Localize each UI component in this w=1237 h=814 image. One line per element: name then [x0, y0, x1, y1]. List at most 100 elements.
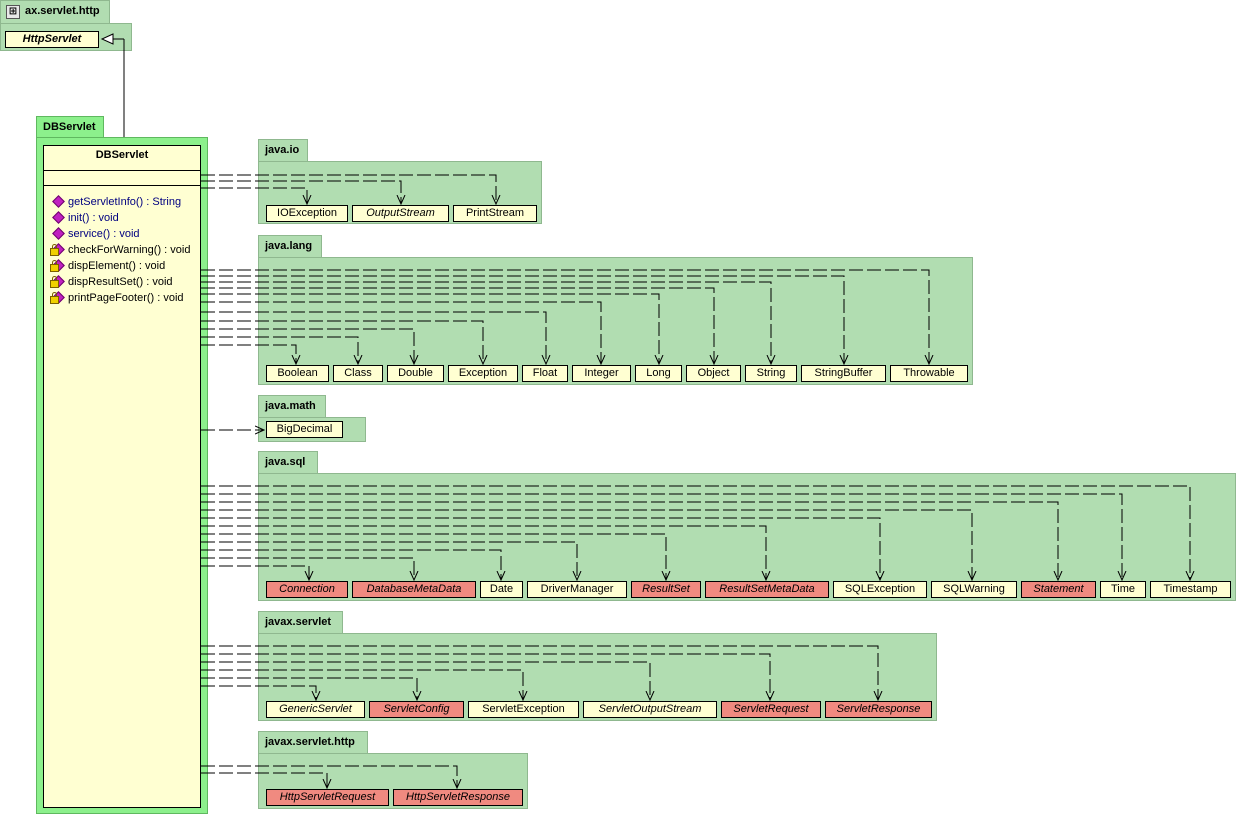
dependency-group — [201, 174, 1190, 788]
class-timestamp[interactable]: Timestamp — [1150, 581, 1231, 598]
package-tab-java-lang[interactable]: java.lang — [258, 235, 322, 257]
private-method-icon — [50, 275, 65, 289]
class-resultset[interactable]: ResultSet — [631, 581, 701, 598]
package-name: java.math — [265, 400, 316, 412]
class-integer[interactable]: Integer — [572, 365, 631, 382]
package-name: DBServlet — [43, 121, 96, 133]
package-tab-java-io[interactable]: java.io — [258, 139, 308, 161]
dependency-arrow — [201, 772, 327, 788]
class-label: Throwable — [903, 367, 955, 379]
dependency-arrow — [201, 281, 771, 364]
class-class[interactable]: Class — [333, 365, 383, 382]
dependency-arrow — [201, 677, 417, 700]
package-tab-javax-servlet-http[interactable]: javax.servlet.http — [258, 731, 368, 753]
class-servletoutputstream[interactable]: ServletOutputStream — [583, 701, 717, 718]
package-icon: ⊞ — [6, 5, 20, 19]
class-label: Timestamp — [1163, 583, 1218, 595]
class-date[interactable]: Date — [480, 581, 523, 598]
package-name: ax.servlet.http — [25, 5, 100, 17]
class-statement[interactable]: Statement — [1021, 581, 1096, 598]
class-float[interactable]: Float — [522, 365, 568, 382]
class-object[interactable]: Object — [686, 365, 741, 382]
dependency-arrow — [201, 269, 929, 364]
class-httpservletrequest[interactable]: HttpServletRequest — [266, 789, 389, 806]
class-label: String — [756, 367, 786, 379]
class-databasemetadata[interactable]: DatabaseMetaData — [352, 581, 476, 598]
class-label: ResultSet — [642, 583, 690, 595]
dependency-arrow — [201, 509, 972, 580]
class-label: Object — [697, 367, 730, 379]
class-label: HttpServlet — [22, 33, 82, 45]
method-checkforwarning[interactable]: checkForWarning() : void — [50, 242, 190, 258]
class-label: ServletException — [482, 703, 565, 715]
class-servletresponse[interactable]: ServletResponse — [825, 701, 932, 718]
class-label: HttpServletResponse — [406, 791, 510, 803]
dependency-arrow — [201, 344, 296, 364]
class-label: DatabaseMetaData — [366, 583, 462, 595]
generalization-arrow — [100, 33, 125, 137]
dependency-arrow — [201, 765, 457, 788]
dependency-arrow — [201, 493, 1122, 580]
dependency-arrow — [201, 565, 309, 580]
package-tab-java-sql[interactable]: java.sql — [258, 451, 318, 473]
class-httpservletresponse[interactable]: HttpServletResponse — [393, 789, 523, 806]
package-tab-javax-servlet[interactable]: javax.servlet — [258, 611, 343, 633]
class-label: OutputStream — [366, 207, 435, 219]
method-getservletinfo[interactable]: getServletInfo() : String — [50, 194, 181, 210]
class-time[interactable]: Time — [1100, 581, 1146, 598]
class-resultsetmetadata[interactable]: ResultSetMetaData — [705, 581, 829, 598]
attribute-divider — [44, 170, 200, 171]
class-outputstream[interactable]: OutputStream — [352, 205, 449, 222]
class-label: Connection — [279, 583, 335, 595]
dependency-arrow — [201, 549, 501, 580]
class-servletconfig[interactable]: ServletConfig — [369, 701, 464, 718]
dependency-arrow — [201, 187, 307, 204]
class-sqlexception[interactable]: SQLException — [833, 581, 927, 598]
class-label: Float — [532, 367, 558, 379]
class-stringbuffer[interactable]: StringBuffer — [801, 365, 886, 382]
method-init[interactable]: init() : void — [50, 210, 119, 226]
class-throwable[interactable]: Throwable — [890, 365, 968, 382]
dependency-arrow — [201, 557, 414, 580]
class-ioexception[interactable]: IOException — [266, 205, 348, 222]
class-dbservlet[interactable]: DBServlet getServletInfo() : String init… — [43, 145, 201, 808]
class-label: IOException — [277, 207, 337, 219]
dependency-arrow — [201, 328, 414, 364]
class-label: Statement — [1033, 583, 1084, 595]
method-dispresultset[interactable]: dispResultSet() : void — [50, 274, 173, 290]
class-drivermanager[interactable]: DriverManager — [527, 581, 627, 598]
class-printstream[interactable]: PrintStream — [453, 205, 537, 222]
class-bigdecimal[interactable]: BigDecimal — [266, 421, 343, 438]
private-method-icon — [50, 243, 65, 257]
package-tab-http[interactable]: ⊞ ax.servlet.http — [0, 0, 110, 23]
method-printpagefooter[interactable]: printPageFooter() : void — [50, 290, 184, 306]
class-label: ServletResponse — [836, 703, 921, 715]
method-service[interactable]: service() : void — [50, 226, 140, 242]
package-name: javax.servlet.http — [265, 736, 355, 748]
package-tab-java-math[interactable]: java.math — [258, 395, 326, 417]
class-sqlwarning[interactable]: SQLWarning — [931, 581, 1017, 598]
method-dispelement[interactable]: dispElement() : void — [50, 258, 165, 274]
class-httpservlet[interactable]: HttpServlet — [5, 31, 99, 48]
dependency-arrow — [201, 525, 766, 580]
dependency-arrow — [201, 501, 1058, 580]
class-exception[interactable]: Exception — [448, 365, 518, 382]
dependency-arrow — [201, 517, 880, 580]
class-genericservlet[interactable]: GenericServlet — [266, 701, 365, 718]
dependency-arrow — [201, 174, 496, 204]
class-label: ServletOutputStream — [598, 703, 702, 715]
class-servletexception[interactable]: ServletException — [468, 701, 579, 718]
package-name: javax.servlet — [265, 616, 332, 628]
dependency-arrow — [201, 485, 1190, 580]
class-servletrequest[interactable]: ServletRequest — [721, 701, 821, 718]
class-connection[interactable]: Connection — [266, 581, 348, 598]
class-long[interactable]: Long — [635, 365, 682, 382]
package-name: java.lang — [265, 240, 313, 252]
package-tab-dbservlet[interactable]: DBServlet — [36, 116, 104, 138]
dependency-arrow — [201, 275, 844, 364]
class-string[interactable]: String — [745, 365, 797, 382]
class-double[interactable]: Double — [387, 365, 444, 382]
class-boolean[interactable]: Boolean — [266, 365, 329, 382]
class-label: DriverManager — [540, 583, 614, 595]
